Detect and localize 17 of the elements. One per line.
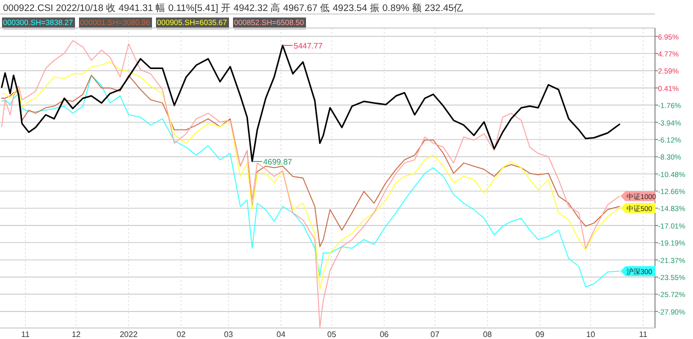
- x-tick-label: 04: [276, 330, 286, 339]
- x-tick-label: 08: [482, 330, 492, 339]
- x-tick-label: 12: [72, 330, 82, 339]
- x-tick-label: 06: [380, 330, 390, 339]
- chart-title: 000922.CSI 2022/10/18 收 4941.31 幅 0.11%[5.41] 开 4942.32 高 4967.67 低 4923.54 振 0.89% 额 232.45亿: [3, 2, 464, 14]
- annotation: 4699.87: [263, 157, 293, 166]
- x-tick-label: 11: [21, 330, 30, 339]
- x-tick-label: 09: [535, 330, 545, 339]
- x-tick-label: 11: [638, 330, 648, 339]
- x-tick-label: 03: [224, 330, 234, 339]
- x-tick-label: 02: [176, 330, 186, 339]
- x-tick-label: 2022: [120, 330, 138, 339]
- line-series: [1, 74, 620, 248]
- x-tick-label: 07: [430, 330, 440, 339]
- annotation: 5447.77: [294, 41, 324, 50]
- x-tick-label: 10: [586, 330, 596, 339]
- x-tick-label: 05: [327, 330, 337, 339]
